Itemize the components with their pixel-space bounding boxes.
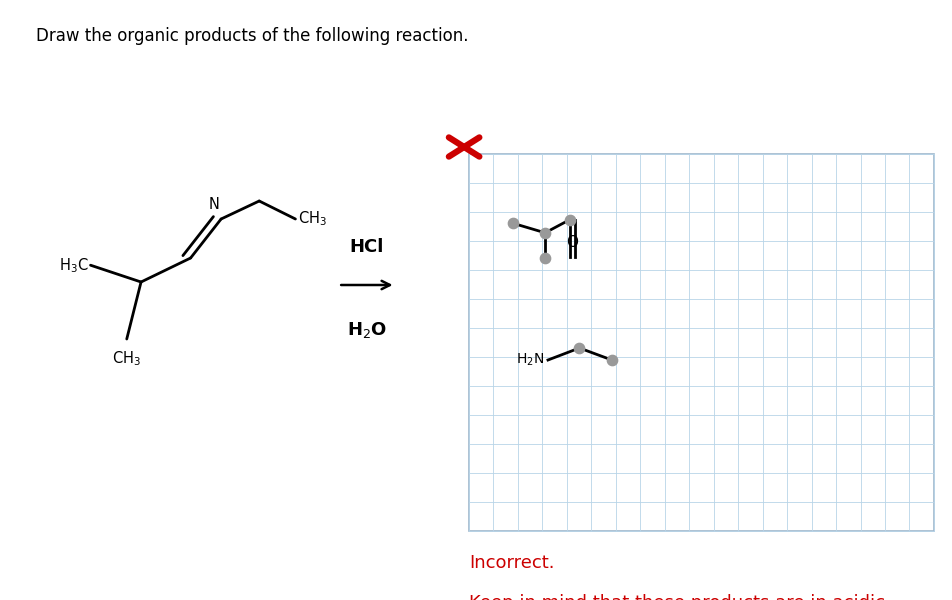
Point <box>571 343 586 353</box>
Text: N: N <box>208 197 219 212</box>
Text: Draw the organic products of the following reaction.: Draw the organic products of the followi… <box>36 27 468 45</box>
Text: H$_2$N: H$_2$N <box>515 352 544 368</box>
Text: HCl: HCl <box>349 238 384 256</box>
Point <box>537 228 552 238</box>
Text: H$_2$O: H$_2$O <box>347 320 387 340</box>
Text: H$_3$C: H$_3$C <box>59 256 89 275</box>
Bar <box>468 154 933 531</box>
Point <box>505 218 520 228</box>
Text: CH$_3$: CH$_3$ <box>298 209 327 229</box>
Text: CH$_3$: CH$_3$ <box>112 350 141 368</box>
Point <box>562 215 577 224</box>
Text: O: O <box>565 235 578 250</box>
Text: Keep in mind that these products are in acidic
solution.: Keep in mind that these products are in … <box>468 594 884 600</box>
Point <box>604 355 619 365</box>
Point <box>537 253 552 263</box>
Text: Incorrect.: Incorrect. <box>468 554 554 572</box>
